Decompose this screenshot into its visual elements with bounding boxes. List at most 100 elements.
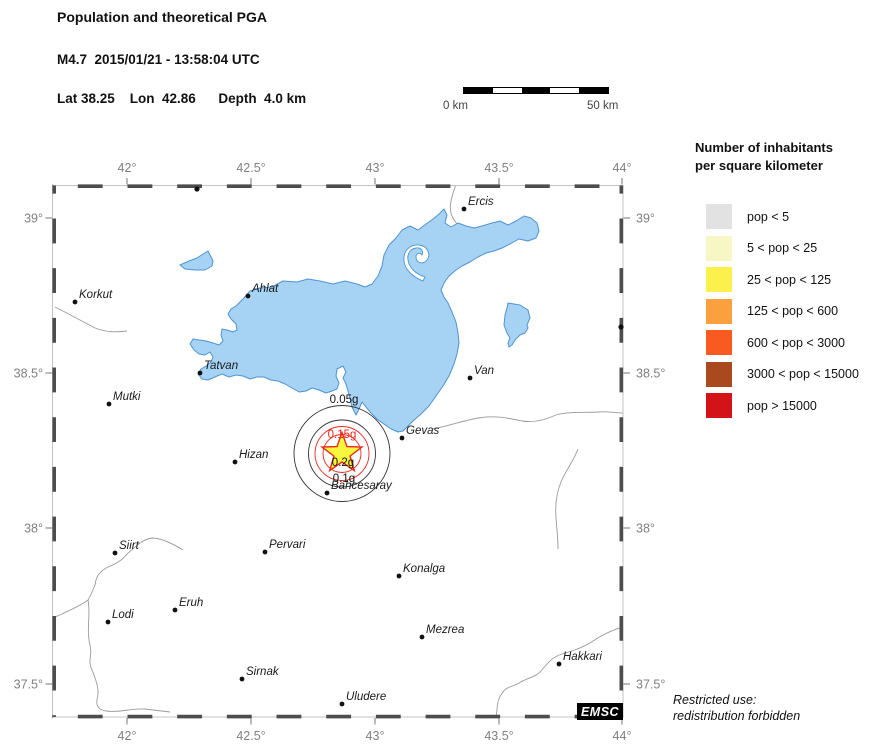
city-dot-eruh (172, 607, 178, 613)
lake-van-curl-peninsula (403, 244, 430, 282)
axis-label-left: 39° (24, 212, 43, 226)
axis-label-top: 43° (366, 161, 385, 175)
city-dot-van (467, 375, 473, 381)
city-dot-mutki (106, 401, 112, 407)
axis-label-bottom: 43.5° (484, 729, 513, 743)
city-dot-bahcesaray (324, 490, 330, 496)
legend-color-swatch (706, 298, 732, 324)
legend-color-swatch (706, 235, 732, 261)
city-label-hakkari: Hakkari (563, 651, 602, 663)
city-label-uludere: Uludere (346, 691, 386, 703)
axis-ticks (45, 178, 630, 725)
legend-color-swatch (706, 361, 732, 387)
river-ercis (449, 185, 458, 225)
city-label-van: Van (474, 365, 494, 377)
axis-label-bottom: 42° (118, 729, 137, 743)
city-label-bahcesaray: Bahcesaray (331, 480, 393, 492)
axis-label-top: 42° (118, 161, 137, 175)
axis-label-bottom: 42.5° (236, 729, 265, 743)
axis-label-right: 39° (636, 212, 655, 226)
legend-title: Number of inhabitants per square kilomet… (695, 139, 875, 175)
border-siirt-south (87, 599, 171, 713)
axis-label-left: 38.5° (14, 367, 43, 381)
city-label-pervari: Pervari (269, 539, 306, 551)
city-dot-mezrea (419, 634, 425, 640)
pga-contour-0.1g (308, 419, 376, 488)
scale-bar-segment (550, 88, 580, 93)
city-label-mezrea: Mezrea (426, 624, 464, 636)
legend-item: pop < 5 (706, 204, 875, 229)
axis-label-right: 38° (636, 522, 655, 536)
city-dot-lodi (105, 619, 111, 625)
axis-label-top: 43.5° (484, 161, 513, 175)
legend-item: pop > 15000 (706, 393, 875, 418)
legend-item-label: 3000 < pop < 15000 (747, 367, 859, 381)
city-dot-konalga (396, 573, 402, 579)
event-magnitude-datetime: M4.7 2015/01/21 - 13:58:04 UTC (57, 52, 260, 67)
event-coordinates-depth: Lat 38.25 Lon 42.86 Depth 4.0 km (57, 91, 307, 106)
legend-item-label: 600 < pop < 3000 (747, 335, 846, 350)
legend-item: 600 < pop < 3000 (706, 330, 875, 355)
legend-title-line2: per square kilometer (695, 158, 823, 173)
city-dot-hizan (232, 459, 238, 465)
axis-label-top: 44° (613, 161, 632, 175)
map-geography: 0.05g 0.1g 0.15g 0.2g (54, 185, 623, 718)
axis-label-bottom: 43° (366, 729, 385, 743)
legend-item: 25 < pop < 125 (706, 267, 875, 292)
city-dot-ahlat (245, 293, 251, 299)
city-label-lodi: Lodi (112, 609, 134, 621)
river-east (555, 448, 579, 550)
emsc-logo: EMSC (577, 703, 623, 720)
city-label-korkut: Korkut (79, 289, 113, 301)
scale-bar-zero-label: 0 km (443, 100, 468, 112)
scale-bar-segment (521, 88, 551, 93)
city-label-ercis: Ercis (468, 196, 494, 208)
legend-item-label: pop < 5 (747, 209, 790, 224)
pga-contour-0.15g (314, 426, 370, 481)
axis-label-bottom: 44° (613, 729, 632, 743)
page-title: Population and theoretical PGA (57, 9, 268, 25)
city-dot-unlabeled (194, 186, 200, 192)
city-label-siirt: Siirt (119, 540, 140, 552)
lake-nazik (179, 250, 214, 271)
legend-item-label: 125 < pop < 600 (747, 304, 839, 318)
river-hakkari (495, 626, 623, 718)
legend-color-swatch (706, 393, 732, 418)
city-markers: Korkut Ahlat Ercis Tatvan Van Mutki Gevas Hizan… (72, 186, 624, 707)
city-dot-unlabeled (618, 324, 624, 330)
axis-label-left: 38° (24, 522, 43, 536)
legend-item: 5 < pop < 25 (706, 235, 875, 261)
city-label-sirnak: Sirnak (246, 666, 280, 678)
map-frame-dashes (52, 184, 624, 719)
scale-bar: 0 km 50 km (443, 87, 633, 112)
legend-item-label: 5 < pop < 25 (747, 241, 818, 255)
restricted-line2: redistribution forbidden (673, 708, 801, 723)
city-label-ahlat: Ahlat (251, 283, 279, 295)
pga-label-0.1g: 0.1g (333, 473, 355, 485)
legend-item: 125 < pop < 600 (706, 298, 875, 324)
city-dot-uludere (339, 701, 345, 707)
scale-bar-segment (464, 88, 493, 93)
city-label-eruh: Eruh (179, 597, 203, 609)
legend-color-swatch (706, 267, 732, 292)
scale-bar-segment (579, 88, 608, 93)
pga-label-0.05g: 0.05g (330, 394, 359, 406)
city-label-mutki: Mutki (113, 391, 141, 403)
river-lines (54, 185, 623, 718)
legend-item: 3000 < pop < 15000 (706, 361, 875, 387)
river-south-of-van (432, 411, 623, 430)
city-label-hizan: Hizan (239, 449, 268, 461)
river-korkut (54, 306, 128, 333)
city-label-tatvan: Tatvan (204, 360, 238, 372)
pga-contour-0.05g (293, 405, 391, 502)
axis-label-left: 37.5° (14, 678, 43, 692)
axis-label-top: 42.5° (236, 161, 265, 175)
legend-item-label: 25 < pop < 125 (747, 272, 832, 287)
axis-label-right: 38.5° (636, 367, 665, 381)
scale-bar-max-label: 50 km (587, 100, 619, 112)
legend-items: pop < 5 5 < pop < 25 25 < pop < 125 125 < p… (706, 204, 875, 418)
legend-color-swatch (706, 330, 732, 355)
city-dot-ercis (461, 206, 467, 212)
axis-labels: 42° 42.5° 43° 43.5° 44° 42° 42.5° 43° 43.5° 44° 39… (14, 161, 666, 743)
